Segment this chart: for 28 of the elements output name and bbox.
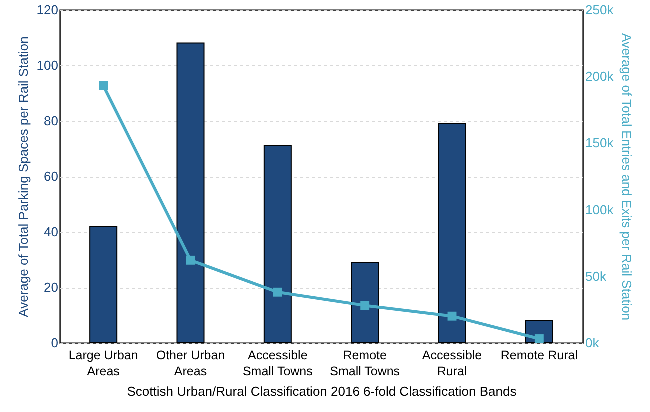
y-axis-title: Average of Total Parking Spaces per Rail Station: [16, 36, 31, 318]
x-tick-label: Large Urban Areas: [68, 348, 138, 378]
x-tick-label: Accessible Small Towns: [242, 348, 313, 378]
point: [448, 312, 457, 321]
point: [99, 81, 108, 90]
y2-tick-label: 150k: [586, 136, 614, 151]
point: [273, 288, 282, 297]
y-tick-label: 80: [44, 114, 58, 128]
y2-axis-title: Average of Total Entries and Exits per Rail Station: [620, 33, 635, 321]
y2-tick-label: 50k: [586, 268, 607, 284]
y-tick-label: 0: [51, 336, 58, 350]
x-tick-label: Remote Small Towns: [330, 348, 400, 378]
y2-tick-label: 0k: [586, 336, 600, 350]
y-tick-label: 120: [36, 2, 58, 18]
y2-tick-label: 100k: [586, 202, 614, 218]
y2-tick-label: 250k: [586, 2, 614, 18]
y-tick-label: 60: [44, 169, 58, 184]
point: [186, 256, 196, 265]
y-tick-label: 40: [44, 224, 58, 240]
x-tick-label: Other Urban Areas: [156, 348, 226, 378]
y-tick-label: 100: [36, 58, 58, 73]
point: [360, 301, 370, 310]
x-tick-label: Accessible Rural: [422, 348, 482, 378]
y-tick-label: 20: [44, 280, 58, 295]
point: [534, 334, 544, 344]
y2-tick-label: 200k: [586, 69, 614, 84]
x-axis-title: Scottish Urban/Rural Classification 2016 6-fold Classification Bands: [127, 384, 518, 399]
x-tick-label: Remote Rural: [500, 348, 578, 362]
